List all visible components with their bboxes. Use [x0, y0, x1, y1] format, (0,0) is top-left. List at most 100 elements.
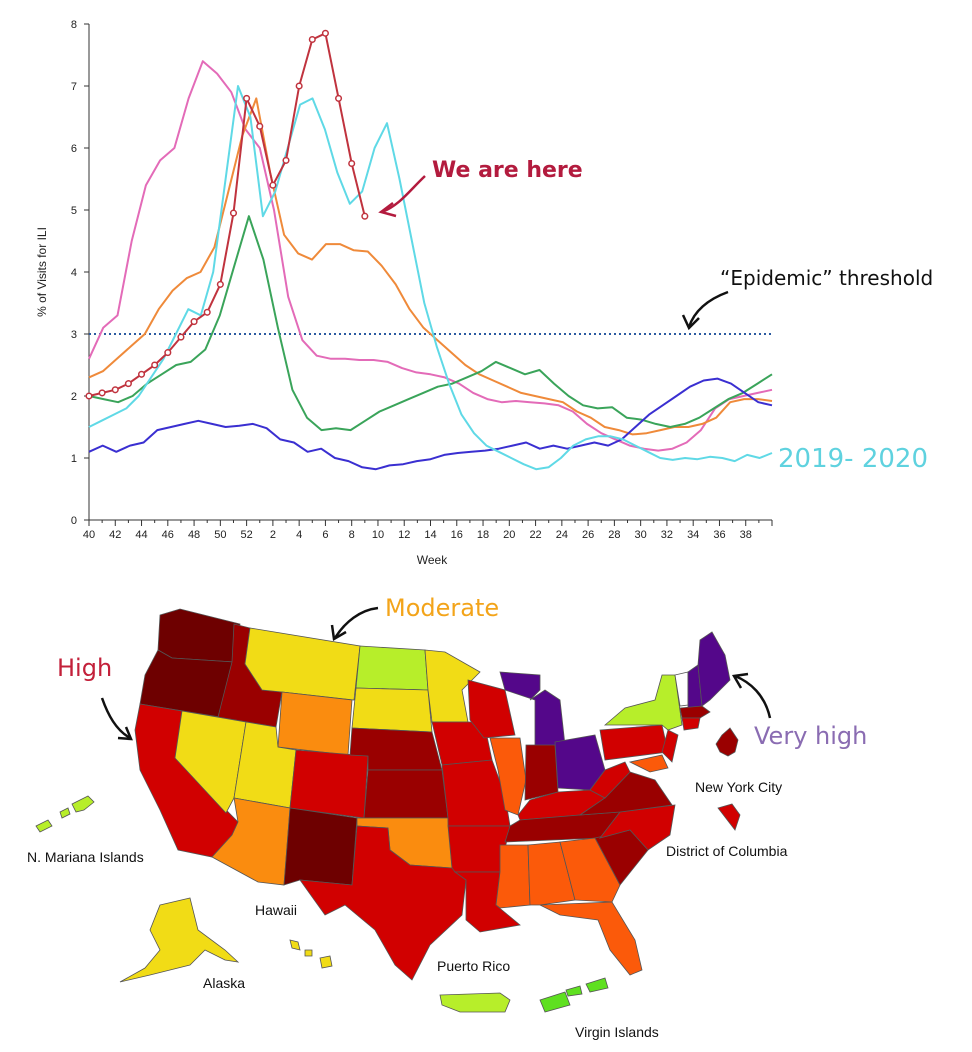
x-tick-label: 28	[608, 529, 620, 541]
state-new-york	[603, 674, 683, 731]
series-marker	[308, 35, 316, 44]
series-line-4	[88, 377, 773, 471]
state-massachusetts	[679, 705, 711, 719]
series-marker	[243, 94, 251, 102]
state-georgia	[559, 837, 621, 903]
state-maryland	[628, 754, 669, 773]
state-indiana	[524, 744, 559, 801]
hawaii-shape	[319, 955, 333, 969]
series-line-1	[88, 60, 773, 452]
x-tick-label: 16	[451, 529, 463, 541]
x-tick-label: 40	[83, 529, 95, 541]
series-line-6	[88, 32, 366, 397]
series-marker	[203, 308, 211, 316]
x-tick-label: 52	[240, 529, 252, 541]
x-tick-label: 38	[740, 529, 752, 541]
state-colorado	[289, 749, 369, 819]
state-alabama	[527, 841, 576, 906]
x-tick-label: 12	[398, 529, 410, 541]
hawaii-shape-3	[304, 949, 313, 957]
label-new-york-city: New York City	[695, 779, 782, 795]
x-tick-label: 26	[582, 529, 594, 541]
y-tick-label: 6	[71, 143, 77, 155]
state-michigan	[499, 671, 566, 751]
label-n-mariana-islands: N. Mariana Islands	[27, 849, 144, 865]
series-marker	[216, 280, 224, 288]
us-ili-activity-map: N. Mariana Islands Hawaii Alaska Puerto …	[27, 594, 867, 1040]
y-tick-label: 2	[71, 391, 77, 403]
series-marker	[335, 94, 343, 102]
series-marker	[164, 349, 172, 357]
y-axis-title: % of Visits for ILI	[35, 227, 49, 317]
high-arrowhead	[117, 726, 133, 741]
series-line-3	[88, 215, 773, 432]
n-mariana-islands-shape	[71, 795, 95, 813]
series-marker	[269, 181, 277, 189]
x-tick-label: 30	[635, 529, 647, 541]
x-tick-label: 42	[109, 529, 121, 541]
series-marker	[151, 361, 159, 369]
state-wyoming	[277, 691, 353, 756]
state-washington	[157, 608, 241, 663]
series-marker	[190, 318, 198, 326]
state-connecticut	[681, 717, 701, 731]
threshold-arrowhead	[681, 314, 700, 331]
x-tick-label: 46	[162, 529, 174, 541]
very-high-arrowhead	[731, 672, 749, 689]
label-hawaii: Hawaii	[255, 902, 297, 918]
series-marker	[177, 333, 185, 341]
series-marker	[137, 370, 146, 378]
x-tick-label: 48	[188, 529, 200, 541]
state-minnesota	[424, 649, 481, 723]
we-are-here-arrowhead	[378, 202, 397, 218]
x-tick-label: 32	[661, 529, 673, 541]
label-puerto-rico: Puerto Rico	[437, 958, 510, 974]
virgin-islands-shape	[539, 991, 571, 1013]
state-pennsylvania	[599, 724, 669, 761]
state-north-dakota	[355, 645, 429, 691]
x-axis-title: Week	[417, 553, 448, 567]
moderate-arrow	[333, 606, 379, 639]
alaska-shape	[119, 897, 240, 983]
x-tick-label: 44	[135, 529, 147, 541]
state-nevada	[174, 710, 247, 814]
label-alaska: Alaska	[203, 975, 245, 991]
virgin-islands-shape-2	[585, 977, 609, 993]
series-marker	[85, 392, 93, 400]
puerto-rico-shape	[439, 992, 511, 1013]
state-south-dakota	[351, 687, 433, 733]
y-tick-label: 1	[71, 453, 77, 465]
series-marker	[282, 156, 290, 164]
we-are-here-arrow	[381, 175, 426, 214]
x-tick-label: 36	[713, 529, 725, 541]
series-marker	[361, 212, 369, 220]
series-line-5	[88, 85, 773, 471]
state-montana	[244, 627, 361, 701]
virgin-islands-shape-3	[565, 985, 583, 997]
state-wisconsin	[467, 679, 516, 739]
label-virgin-islands: Virgin Islands	[575, 1024, 659, 1040]
epidemic-threshold-label: “Epidemic” threshold	[720, 266, 933, 290]
x-tick-label: 4	[296, 529, 302, 541]
x-tick-label: 20	[503, 529, 515, 541]
y-tick-label: 7	[71, 81, 77, 93]
state-maine	[697, 631, 731, 707]
y-tick-label: 3	[71, 329, 77, 341]
x-tick-label: 24	[556, 529, 568, 541]
x-tick-label: 50	[214, 529, 226, 541]
series-marker	[321, 29, 329, 37]
x-tick-label: 8	[349, 529, 355, 541]
state-west-virginia	[589, 761, 631, 799]
threshold-arrow	[687, 290, 729, 328]
high-label: High	[57, 654, 112, 682]
state-florida	[539, 901, 643, 976]
we-are-here-label: We are here	[432, 158, 583, 183]
series-marker	[348, 159, 356, 168]
x-tick-label: 10	[372, 529, 384, 541]
x-tick-label: 6	[322, 529, 328, 541]
x-tick-label: 14	[424, 529, 436, 541]
season-2019-2020-label: 2019- 2020	[778, 444, 928, 474]
label-district-of-columbia: District of Columbia	[666, 843, 788, 859]
